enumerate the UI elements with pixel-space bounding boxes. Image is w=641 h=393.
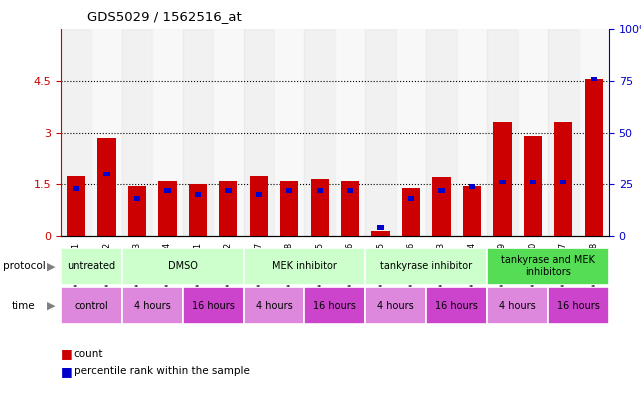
Bar xyxy=(256,192,262,197)
Bar xyxy=(317,188,323,193)
Text: count: count xyxy=(74,349,103,359)
Text: 4 hours: 4 hours xyxy=(499,301,536,310)
Bar xyxy=(67,176,85,236)
Bar xyxy=(402,187,420,236)
Bar xyxy=(73,186,79,191)
Text: 16 hours: 16 hours xyxy=(557,301,600,310)
Bar xyxy=(134,196,140,201)
Bar xyxy=(463,186,481,236)
Bar xyxy=(61,248,122,285)
Bar xyxy=(97,138,115,236)
Bar xyxy=(548,287,609,324)
Bar xyxy=(280,181,298,236)
Text: time: time xyxy=(12,301,35,311)
Bar xyxy=(456,29,487,236)
Bar xyxy=(371,231,390,236)
Bar xyxy=(341,181,359,236)
Bar xyxy=(396,29,426,236)
Bar xyxy=(560,180,567,184)
Bar xyxy=(122,287,183,324)
Bar xyxy=(499,180,506,184)
Bar xyxy=(244,29,274,236)
Bar xyxy=(188,184,207,236)
Bar xyxy=(408,196,414,201)
Bar xyxy=(92,29,122,236)
Bar xyxy=(286,188,292,193)
Bar xyxy=(213,29,244,236)
Bar xyxy=(365,287,426,324)
Bar xyxy=(128,186,146,236)
Text: 16 hours: 16 hours xyxy=(313,301,356,310)
Bar xyxy=(518,29,548,236)
Bar xyxy=(310,179,329,236)
Bar xyxy=(61,29,92,236)
Bar xyxy=(244,248,365,285)
Bar xyxy=(487,248,609,285)
Bar xyxy=(548,29,578,236)
Bar xyxy=(225,188,231,193)
Bar xyxy=(365,29,396,236)
Text: control: control xyxy=(74,301,108,310)
Bar xyxy=(426,29,456,236)
Bar xyxy=(103,172,110,176)
Bar xyxy=(469,184,475,189)
Bar xyxy=(183,287,244,324)
Bar xyxy=(158,181,176,236)
Bar xyxy=(378,225,384,230)
Text: untreated: untreated xyxy=(67,261,115,271)
Text: DMSO: DMSO xyxy=(168,261,197,271)
Bar xyxy=(487,287,548,324)
Bar xyxy=(493,122,512,236)
Text: ■: ■ xyxy=(61,347,72,360)
Bar xyxy=(304,29,335,236)
Bar xyxy=(529,180,536,184)
Text: GDS5029 / 1562516_at: GDS5029 / 1562516_at xyxy=(87,10,241,23)
Bar xyxy=(365,248,487,285)
Bar xyxy=(164,188,171,193)
Text: 16 hours: 16 hours xyxy=(192,301,235,310)
Text: percentile rank within the sample: percentile rank within the sample xyxy=(74,366,249,376)
Text: 4 hours: 4 hours xyxy=(134,301,171,310)
Text: MEK inhibitor: MEK inhibitor xyxy=(272,261,337,271)
Bar xyxy=(438,188,445,193)
Text: protocol: protocol xyxy=(3,261,46,272)
Bar xyxy=(590,77,597,81)
Text: 16 hours: 16 hours xyxy=(435,301,478,310)
Bar xyxy=(249,176,268,236)
Bar xyxy=(578,29,609,236)
Text: tankyrase inhibitor: tankyrase inhibitor xyxy=(380,261,472,271)
Bar xyxy=(153,29,183,236)
Bar xyxy=(219,181,237,236)
Bar xyxy=(585,79,603,236)
Text: ■: ■ xyxy=(61,365,72,378)
Bar xyxy=(244,287,304,324)
Bar xyxy=(304,287,365,324)
Bar xyxy=(195,192,201,197)
Text: tankyrase and MEK
inhibitors: tankyrase and MEK inhibitors xyxy=(501,255,595,277)
Text: 4 hours: 4 hours xyxy=(256,301,292,310)
Bar xyxy=(335,29,365,236)
Bar xyxy=(554,122,572,236)
Bar xyxy=(61,287,122,324)
Bar xyxy=(432,177,451,236)
Bar xyxy=(183,29,213,236)
Bar xyxy=(524,136,542,236)
Bar xyxy=(274,29,304,236)
Text: ▶: ▶ xyxy=(47,261,55,272)
Bar xyxy=(122,29,153,236)
Bar xyxy=(426,287,487,324)
Bar xyxy=(487,29,518,236)
Text: 4 hours: 4 hours xyxy=(378,301,414,310)
Text: ▶: ▶ xyxy=(47,301,55,311)
Bar xyxy=(122,248,244,285)
Bar xyxy=(347,188,353,193)
